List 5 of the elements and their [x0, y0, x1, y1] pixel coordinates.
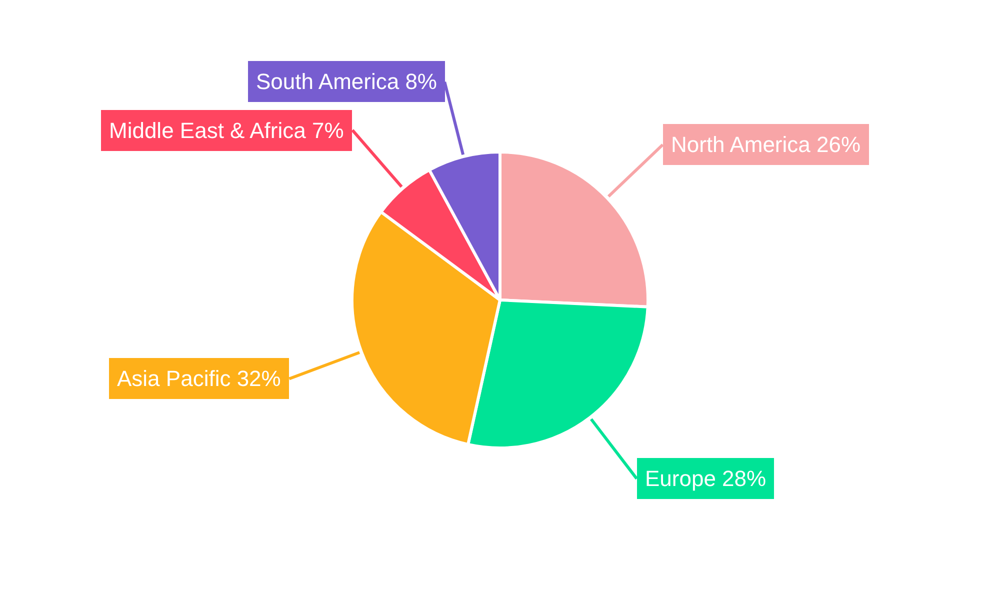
slice-label: Middle East & Africa 7%: [109, 118, 344, 143]
slice-label: Asia Pacific 32%: [117, 366, 281, 391]
slice-label: Europe 28%: [645, 466, 766, 491]
slice-label: South America 8%: [256, 69, 437, 94]
slice-label: North America 26%: [671, 132, 861, 157]
